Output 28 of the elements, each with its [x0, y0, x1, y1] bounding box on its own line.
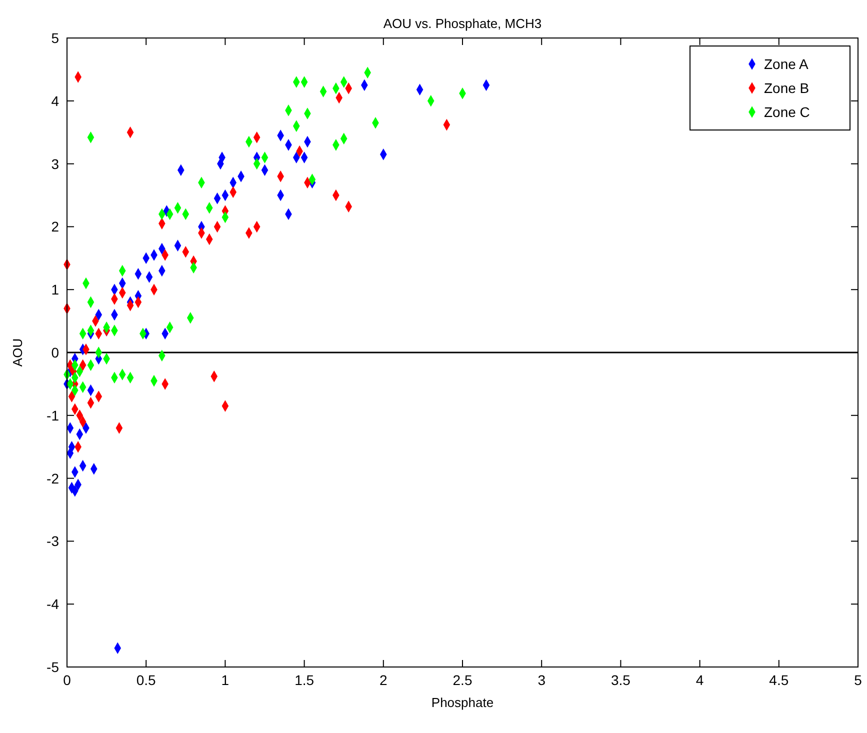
x-tick-label: 2 — [380, 672, 388, 688]
legend-label: Zone A — [764, 56, 810, 72]
y-tick-label: 3 — [51, 156, 60, 172]
chart-title: AOU vs. Phosphate, MCH3 — [383, 16, 542, 31]
y-tick-label: 2 — [51, 218, 60, 235]
x-tick-label: 0.5 — [136, 672, 156, 688]
y-tick-label: 4 — [51, 92, 60, 109]
y-tick-label: -1 — [46, 407, 60, 424]
x-tick-label: 5 — [854, 672, 862, 688]
x-tick-label: 2.5 — [452, 672, 472, 688]
y-tick-label: -4 — [46, 596, 60, 612]
x-tick-label: 3 — [538, 672, 546, 688]
x-tick-label: 1 — [221, 672, 230, 688]
y-tick-label: 5 — [51, 30, 60, 46]
y-tick-label: -3 — [46, 533, 60, 550]
x-tick-label: 0 — [63, 672, 72, 688]
legend-label: Zone C — [764, 104, 810, 120]
y-tick-label: -5 — [46, 659, 60, 675]
x-axis-title: Phosphate — [431, 695, 494, 710]
x-tick-label: 1.5 — [294, 672, 314, 688]
y-axis-title: AOU — [10, 338, 25, 367]
y-tick-label: -2 — [46, 470, 60, 486]
x-tick-label: 3.5 — [610, 672, 631, 688]
x-tick-label: 4 — [696, 672, 704, 688]
legend-label: Zone B — [764, 80, 810, 96]
x-tick-label: 4.5 — [769, 672, 789, 688]
y-tick-label: 1 — [51, 282, 60, 298]
y-tick-label: 0 — [51, 344, 60, 360]
